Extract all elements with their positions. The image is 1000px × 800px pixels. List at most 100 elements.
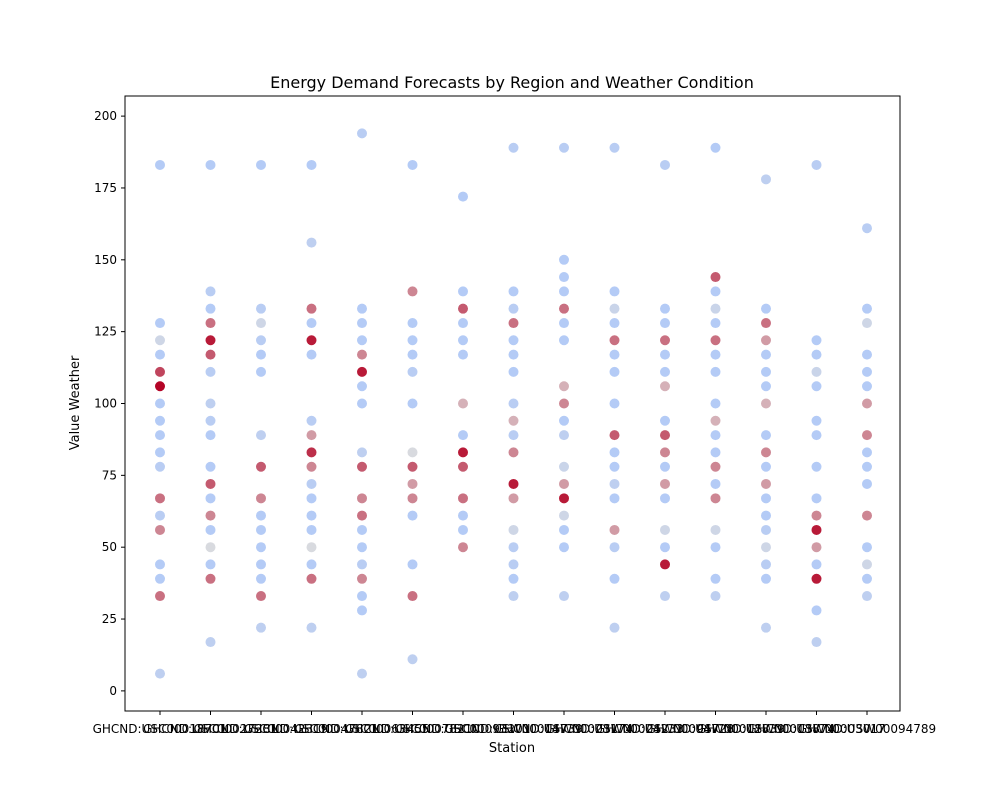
data-point bbox=[306, 303, 317, 314]
data-point bbox=[155, 159, 165, 170]
data-point bbox=[306, 542, 317, 553]
data-point bbox=[155, 510, 165, 521]
data-point bbox=[357, 542, 367, 553]
data-point bbox=[256, 591, 266, 602]
data-point bbox=[205, 366, 216, 377]
data-point bbox=[407, 478, 418, 489]
data-point bbox=[811, 415, 822, 426]
data-point bbox=[609, 430, 620, 441]
data-point bbox=[357, 591, 367, 602]
y-tick-label: 50 bbox=[102, 540, 117, 554]
data-point bbox=[508, 493, 519, 504]
y-tick-label: 125 bbox=[94, 325, 117, 339]
data-point bbox=[205, 542, 216, 553]
data-point bbox=[508, 303, 519, 314]
data-point bbox=[710, 286, 721, 297]
data-point bbox=[407, 335, 418, 346]
data-point bbox=[508, 349, 519, 360]
data-point bbox=[205, 430, 216, 441]
data-point bbox=[811, 335, 822, 346]
x-tick-label: GHCND:USW00094789 bbox=[798, 722, 936, 736]
data-point bbox=[710, 272, 721, 283]
data-point bbox=[710, 398, 721, 409]
data-point bbox=[508, 430, 519, 441]
data-point bbox=[609, 318, 620, 329]
data-point bbox=[660, 559, 670, 570]
data-point bbox=[761, 430, 771, 441]
data-point bbox=[205, 335, 216, 346]
data-point bbox=[205, 637, 216, 648]
data-point bbox=[306, 524, 317, 535]
data-point bbox=[660, 335, 670, 346]
data-point bbox=[155, 668, 165, 679]
data-point bbox=[357, 398, 367, 409]
data-point bbox=[710, 573, 721, 584]
data-point bbox=[508, 142, 519, 153]
data-point bbox=[862, 366, 872, 377]
data-point bbox=[407, 398, 418, 409]
data-point bbox=[761, 349, 771, 360]
y-axis-label: Value Weather bbox=[68, 355, 83, 450]
data-point bbox=[811, 573, 822, 584]
data-point bbox=[710, 142, 721, 153]
data-point bbox=[407, 366, 418, 377]
data-point bbox=[306, 349, 317, 360]
data-point bbox=[357, 493, 367, 504]
data-point bbox=[609, 524, 620, 535]
data-point bbox=[609, 542, 620, 553]
data-point bbox=[256, 335, 266, 346]
data-point bbox=[609, 461, 620, 472]
data-point bbox=[508, 335, 519, 346]
data-point bbox=[458, 493, 468, 504]
data-point bbox=[811, 524, 822, 535]
data-point bbox=[205, 303, 216, 314]
x-axis: GHCND:USC00018701GHCND:USC00027281GHCND:… bbox=[93, 711, 936, 736]
data-point bbox=[559, 510, 569, 521]
data-point bbox=[458, 349, 468, 360]
data-point bbox=[155, 349, 165, 360]
data-point bbox=[155, 398, 165, 409]
data-point bbox=[155, 493, 165, 504]
data-point bbox=[862, 303, 872, 314]
data-point bbox=[357, 559, 367, 570]
data-point bbox=[155, 524, 165, 535]
x-tick-label: GHCND:USW00003017 bbox=[747, 722, 885, 736]
data-point bbox=[811, 366, 822, 377]
data-point bbox=[811, 493, 822, 504]
y-tick-label: 25 bbox=[102, 612, 117, 626]
data-point bbox=[306, 237, 317, 248]
data-point bbox=[256, 318, 266, 329]
data-point bbox=[407, 493, 418, 504]
data-point bbox=[458, 398, 468, 409]
data-point bbox=[710, 447, 721, 458]
data-point bbox=[155, 447, 165, 458]
data-point bbox=[508, 415, 519, 426]
data-point bbox=[761, 335, 771, 346]
data-point bbox=[710, 461, 721, 472]
data-point bbox=[660, 447, 670, 458]
data-point bbox=[862, 349, 872, 360]
data-point bbox=[609, 142, 620, 153]
data-point bbox=[609, 335, 620, 346]
data-point bbox=[811, 430, 822, 441]
data-point bbox=[407, 591, 418, 602]
data-point bbox=[458, 524, 468, 535]
data-point bbox=[862, 398, 872, 409]
data-point bbox=[559, 493, 569, 504]
y-tick-label: 200 bbox=[94, 109, 117, 123]
data-point bbox=[761, 510, 771, 521]
data-point bbox=[407, 461, 418, 472]
data-point bbox=[407, 318, 418, 329]
data-point bbox=[761, 524, 771, 535]
data-point bbox=[761, 398, 771, 409]
data-point bbox=[710, 493, 721, 504]
data-point bbox=[508, 542, 519, 553]
data-point bbox=[306, 559, 317, 570]
data-point bbox=[609, 493, 620, 504]
data-point bbox=[811, 159, 822, 170]
data-point bbox=[710, 335, 721, 346]
data-point bbox=[660, 542, 670, 553]
data-point bbox=[458, 447, 468, 458]
data-point bbox=[609, 447, 620, 458]
data-point bbox=[761, 447, 771, 458]
